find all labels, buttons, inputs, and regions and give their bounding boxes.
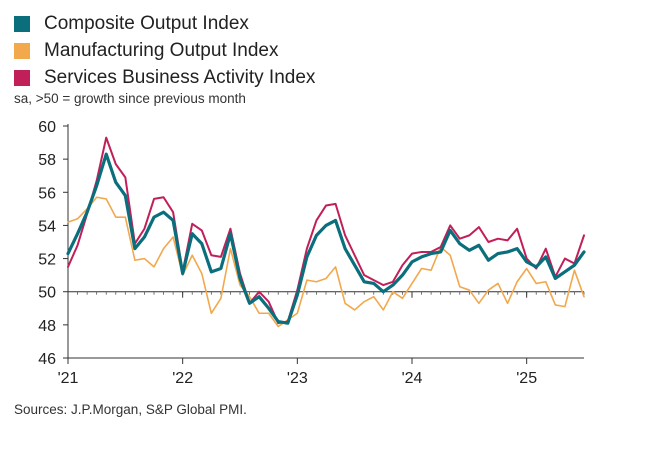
legend-swatch-manufacturing xyxy=(14,42,30,59)
series-line-services-business-activity-index xyxy=(67,136,585,325)
series-line-composite-output-index xyxy=(66,152,586,325)
x-tick-label: '25 xyxy=(516,370,537,387)
legend-swatch-services xyxy=(14,69,30,86)
legend-label-services: Services Business Activity Index xyxy=(44,66,316,88)
y-tick-label: 52 xyxy=(38,252,56,269)
legend: Composite Output Index Manufacturing Out… xyxy=(14,10,315,91)
legend-item-services: Services Business Activity Index xyxy=(14,64,315,91)
legend-item-composite: Composite Output Index xyxy=(14,10,315,37)
legend-item-manufacturing: Manufacturing Output Index xyxy=(14,37,315,64)
legend-label-manufacturing: Manufacturing Output Index xyxy=(44,39,279,61)
series-line-manufacturing-output-index xyxy=(67,196,585,328)
y-tick-label: 48 xyxy=(38,318,56,335)
y-tick-label: 46 xyxy=(38,351,56,368)
x-axis: '21 '22 '23 '24 '25 xyxy=(58,291,585,387)
y-tick-label: 50 xyxy=(38,285,56,302)
y-tick-label: 56 xyxy=(38,185,56,202)
x-tick-label: '23 xyxy=(287,370,308,387)
source-note: Sources: J.P.Morgan, S&P Global PMI. xyxy=(14,402,247,417)
y-axis: 46 48 50 52 54 56 58 60 xyxy=(38,119,69,368)
legend-label-composite: Composite Output Index xyxy=(44,12,249,34)
x-tick-label: '22 xyxy=(172,370,193,387)
y-tick-label: 60 xyxy=(38,119,56,136)
x-tick-label: '21 xyxy=(58,370,79,387)
series-lines xyxy=(66,136,586,328)
y-tick-label: 58 xyxy=(38,152,56,169)
chart-note: sa, >50 = growth since previous month xyxy=(14,91,246,106)
legend-swatch-composite xyxy=(14,15,30,32)
x-tick-label: '24 xyxy=(402,370,423,387)
y-tick-label: 54 xyxy=(38,218,56,235)
